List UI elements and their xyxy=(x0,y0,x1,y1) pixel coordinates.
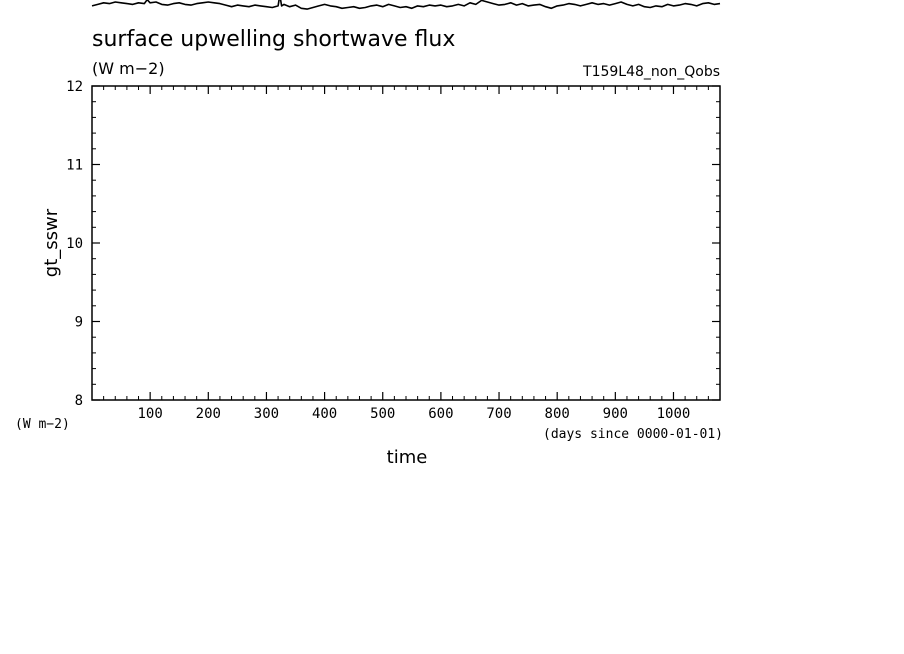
x-tick-label: 200 xyxy=(196,406,221,422)
y-tick-label: 8 xyxy=(75,393,83,409)
x-tick-label: 300 xyxy=(254,406,279,422)
x-axis-units: (days since 0000-01-01) xyxy=(543,427,723,442)
chart-title: surface upwelling shortwave flux xyxy=(92,27,455,52)
axis-ticks xyxy=(92,85,720,401)
x-tick-labels: 100 200 300 400 500 600 700 800 900 1000 xyxy=(137,406,690,422)
series-line-0 xyxy=(91,0,721,10)
y-tick-labels: 8 9 10 11 12 xyxy=(66,79,83,409)
y-axis-units: (W m−2) xyxy=(15,417,70,432)
x-axis-label: time xyxy=(387,447,428,468)
x-tick-label: 600 xyxy=(428,406,453,422)
y-tick-label: 9 xyxy=(75,315,83,331)
y-axis-label: gt_sswr xyxy=(41,208,62,277)
y-tick-label: 10 xyxy=(66,236,83,252)
chart-units: (W m−2) xyxy=(92,59,165,78)
x-tick-label: 400 xyxy=(312,406,337,422)
x-tick-label: 100 xyxy=(137,406,162,422)
y-tick-label: 12 xyxy=(66,79,83,95)
experiment-label: T159L48_non_Qobs xyxy=(582,64,720,80)
x-tick-label: 800 xyxy=(545,406,570,422)
y-tick-label: 11 xyxy=(66,158,83,174)
x-tick-label: 500 xyxy=(370,406,395,422)
plot-frame xyxy=(91,85,721,401)
x-tick-label: 700 xyxy=(486,406,511,422)
x-tick-label: 900 xyxy=(603,406,628,422)
x-tick-label: 1000 xyxy=(657,406,691,422)
series-layer xyxy=(91,0,721,10)
